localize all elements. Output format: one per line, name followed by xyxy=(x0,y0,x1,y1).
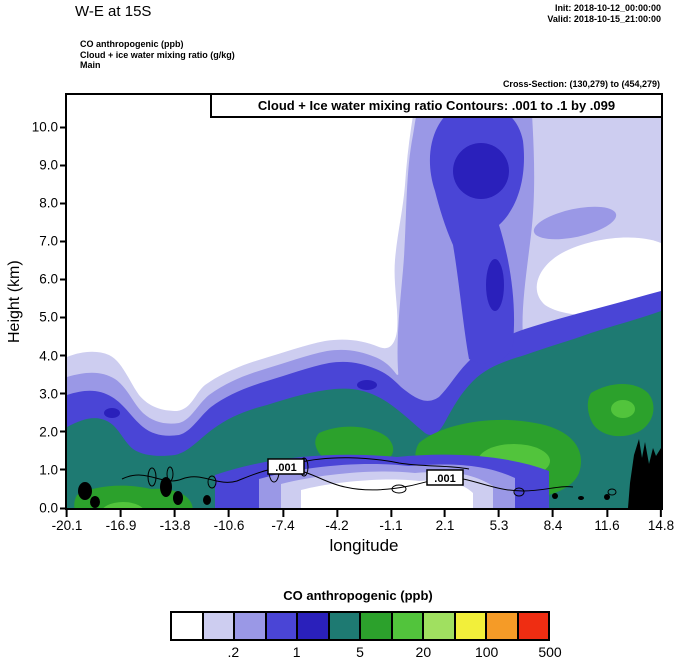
field-line-domain: Main xyxy=(80,60,101,70)
colorbar-tick-labels: .2 1 5 20 100 500 xyxy=(170,644,561,662)
x-tick-label: -20.1 xyxy=(51,518,83,533)
x-tick-label: -1.1 xyxy=(379,518,403,533)
y-tick-label: 10.0 xyxy=(31,119,70,135)
y-tick-label: 6.0 xyxy=(39,271,69,287)
colorbar-cell xyxy=(296,613,328,639)
y-tick-label: 5.0 xyxy=(39,309,69,325)
contour-banner: Cloud + Ice water mixing ratio Contours:… xyxy=(210,93,663,118)
x-tick-label: 2.1 xyxy=(435,518,455,533)
x-tick-label: 11.6 xyxy=(594,518,620,533)
colorbar-tick-label: 500 xyxy=(538,644,562,660)
x-tick-label: -13.8 xyxy=(159,518,191,533)
valid-time: Valid: 2018-10-15_21:00:00 xyxy=(547,14,661,24)
x-tick-label: -16.9 xyxy=(105,518,137,533)
colorbar-cell xyxy=(453,613,485,639)
colorbar-cell xyxy=(327,613,359,639)
page-title: W-E at 15S xyxy=(75,3,152,20)
colorbar-cell xyxy=(422,613,454,639)
colorbar-tick-label: .2 xyxy=(227,644,240,660)
cross-section-plot: .001 .001 Cloud + Ice water mixing ratio… xyxy=(65,93,663,510)
surface-valley-gradient xyxy=(215,454,549,508)
y-tick-label: 9.0 xyxy=(39,157,69,173)
x-tick-label: 14.8 xyxy=(647,518,674,533)
x-axis-title: longitude xyxy=(329,536,399,555)
field-line-cloud: Cloud + ice water mixing ratio (g/kg) xyxy=(80,49,235,60)
field-list: CO anthropogenic (ppb) Cloud + ice water… xyxy=(80,39,235,71)
x-tick-label: -4.2 xyxy=(325,518,349,533)
contour-label-right: .001 xyxy=(434,473,455,485)
contour-label-left: .001 xyxy=(275,462,296,474)
colorbar-cell xyxy=(233,613,265,639)
colorbar-cell xyxy=(390,613,422,639)
colorbar-tick-label: 20 xyxy=(415,644,432,660)
x-axis-ticks: -20.1 -16.9 -13.8 -10.6 -7.4 -4.2 -1.1 2… xyxy=(52,510,674,538)
y-tick-label: 1.0 xyxy=(39,462,69,478)
model-times: Init: 2018-10-12_00:00:00 Valid: 2018-10… xyxy=(547,3,661,25)
white-notch-clean-air xyxy=(536,237,661,316)
x-tick-label: -10.6 xyxy=(213,518,245,533)
init-time: Init: 2018-10-12_00:00:00 xyxy=(554,3,661,13)
field-line-co: CO anthropogenic (ppb) xyxy=(80,39,184,49)
terrain-silhouette xyxy=(78,439,661,508)
x-tick-label: 8.4 xyxy=(543,518,563,533)
colorbar xyxy=(170,611,550,641)
y-tick-label: 8.0 xyxy=(39,195,69,211)
x-tick-label: -7.4 xyxy=(271,518,295,533)
y-tick-label: 7.0 xyxy=(39,233,69,249)
colorbar-cell xyxy=(172,613,202,639)
cross-section-label: Cross-Section: (130,279) to (454,279) xyxy=(502,79,660,89)
y-tick-label: 0.0 xyxy=(39,500,69,516)
x-tick-label: 5.3 xyxy=(489,518,509,533)
y-tick-label: 3.0 xyxy=(39,386,69,402)
y-tick-label: 2.0 xyxy=(39,424,69,440)
co-cloud-contour-field: .001 .001 xyxy=(67,95,661,508)
y-axis-ticks: 10.0 9.0 8.0 7.0 6.0 5.0 4.0 3.0 2.0 1.0… xyxy=(22,95,70,516)
y-tick-label: 4.0 xyxy=(39,348,69,364)
colorbar-title: CO anthropogenic (ppb) xyxy=(283,588,433,603)
colorbar-tick-label: 1 xyxy=(292,644,301,660)
colorbar-cell xyxy=(516,613,548,639)
colorbar-tick-label: 100 xyxy=(474,644,499,660)
colorbar-cell xyxy=(264,613,296,639)
colorbar-tick-label: 5 xyxy=(356,644,364,660)
colorbar-cell xyxy=(359,613,391,639)
colorbar-cell xyxy=(201,613,233,639)
cloud-contour-value-labels: .001 .001 xyxy=(267,458,464,486)
colorbar-cell xyxy=(485,613,517,639)
